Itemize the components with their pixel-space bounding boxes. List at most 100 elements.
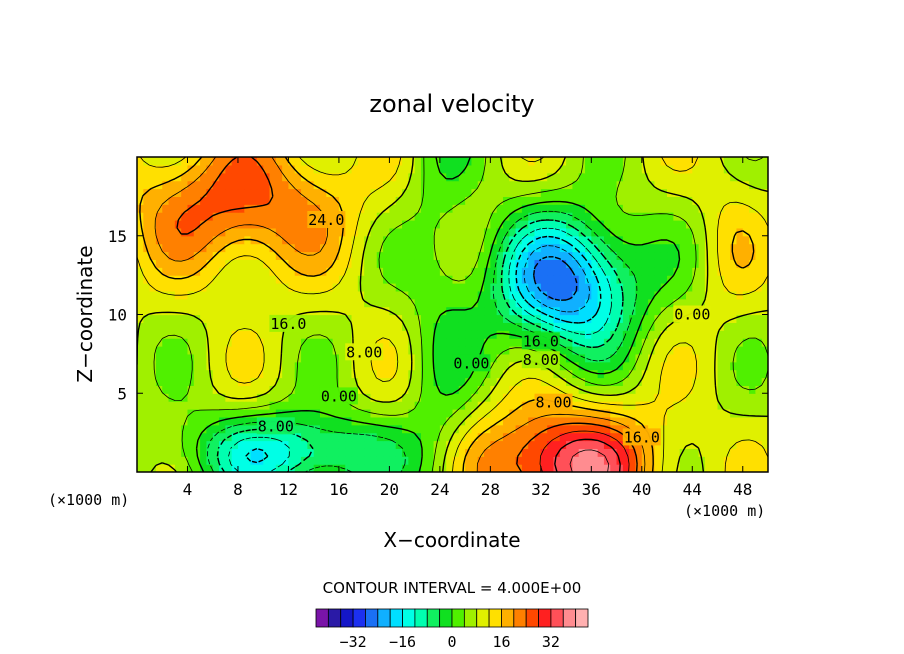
- field-cell: [673, 290, 681, 300]
- field-cell: [704, 196, 712, 205]
- field-cell: [484, 456, 491, 465]
- field-cell: [288, 448, 296, 457]
- field-cell: [547, 172, 555, 182]
- field-cell: [685, 196, 693, 205]
- field-cell: [761, 283, 768, 292]
- field-cell: [370, 196, 378, 205]
- field-cell: [370, 393, 378, 402]
- field-cell: [225, 424, 233, 434]
- field-cell: [206, 164, 214, 174]
- field-cell: [547, 306, 555, 316]
- field-cell: [540, 204, 548, 213]
- field-cell: [162, 306, 170, 316]
- field-cell: [383, 385, 390, 394]
- field-cell: [301, 188, 308, 197]
- field-cell: [547, 448, 555, 457]
- field-cell: [471, 188, 479, 197]
- field-cell: [540, 369, 548, 379]
- field-cell: [559, 283, 567, 292]
- field-cell: [143, 361, 151, 371]
- field-cell: [673, 275, 681, 284]
- field-cell: [402, 464, 409, 472]
- field-cell: [622, 235, 630, 245]
- field-cell: [294, 338, 302, 347]
- field-cell: [408, 314, 416, 323]
- field-cell: [528, 464, 536, 472]
- field-cell: [225, 448, 233, 457]
- field-cell: [395, 353, 403, 363]
- field-cell: [269, 464, 277, 472]
- field-cell: [288, 361, 296, 371]
- field-cell: [465, 235, 473, 245]
- field-cell: [502, 180, 510, 190]
- field-cell: [509, 212, 517, 221]
- field-cell: [711, 464, 719, 472]
- field-cell: [149, 338, 157, 347]
- field-cell: [559, 204, 567, 213]
- field-cell: [490, 314, 498, 323]
- field-cell: [376, 157, 384, 166]
- field-cell: [698, 290, 706, 300]
- field-cell: [351, 338, 359, 347]
- field-cell: [597, 227, 605, 237]
- field-cell: [155, 283, 163, 292]
- field-cell: [219, 361, 226, 371]
- field-cell: [559, 440, 567, 449]
- field-cell: [597, 259, 605, 268]
- field-cell: [282, 188, 290, 197]
- field-cell: [402, 157, 409, 166]
- field-cell: [364, 464, 372, 472]
- field-cell: [137, 259, 144, 268]
- field-cell: [212, 448, 220, 457]
- field-cell: [345, 212, 353, 221]
- field-cell: [553, 409, 561, 418]
- field-cell: [654, 377, 662, 386]
- field-cell: [559, 369, 567, 379]
- field-cell: [269, 172, 277, 182]
- field-cell: [155, 440, 163, 449]
- field-cell: [427, 330, 435, 339]
- field-cell: [648, 157, 656, 166]
- field-cell: [559, 416, 567, 426]
- field-cell: [742, 314, 750, 323]
- field-cell: [502, 464, 510, 472]
- field-cell: [673, 424, 681, 434]
- field-cell: [477, 464, 485, 472]
- field-cell: [212, 346, 220, 355]
- field-cell: [673, 456, 681, 465]
- field-cell: [376, 227, 384, 237]
- field-cell: [679, 267, 687, 276]
- field-cell: [389, 275, 397, 284]
- field-cell: [307, 432, 315, 442]
- field-cell: [591, 464, 599, 472]
- field-cell: [162, 393, 170, 402]
- field-cell: [667, 283, 674, 292]
- field-cell: [692, 267, 700, 276]
- field-cell: [427, 290, 435, 300]
- field-cell: [603, 330, 611, 339]
- field-cell: [730, 267, 738, 276]
- field-cell: [711, 204, 719, 213]
- field-cell: [383, 157, 390, 166]
- field-cell: [692, 290, 700, 300]
- field-cell: [648, 188, 656, 197]
- field-cell: [597, 322, 605, 331]
- field-cell: [395, 440, 403, 449]
- field-cell: [307, 243, 315, 253]
- field-cell: [591, 377, 599, 386]
- field-cell: [168, 204, 176, 213]
- field-cell: [547, 180, 555, 190]
- field-cell: [711, 196, 719, 205]
- field-cell: [338, 456, 346, 465]
- field-cell: [597, 393, 605, 402]
- field-cell: [667, 322, 674, 331]
- field-cell: [679, 338, 687, 347]
- field-cell: [250, 416, 258, 426]
- field-cell: [269, 330, 277, 339]
- field-cell: [540, 322, 548, 331]
- field-cell: [603, 448, 611, 457]
- field-cell: [458, 227, 466, 237]
- field-cell: [711, 346, 719, 355]
- field-cell: [515, 196, 523, 205]
- field-cell: [313, 283, 321, 292]
